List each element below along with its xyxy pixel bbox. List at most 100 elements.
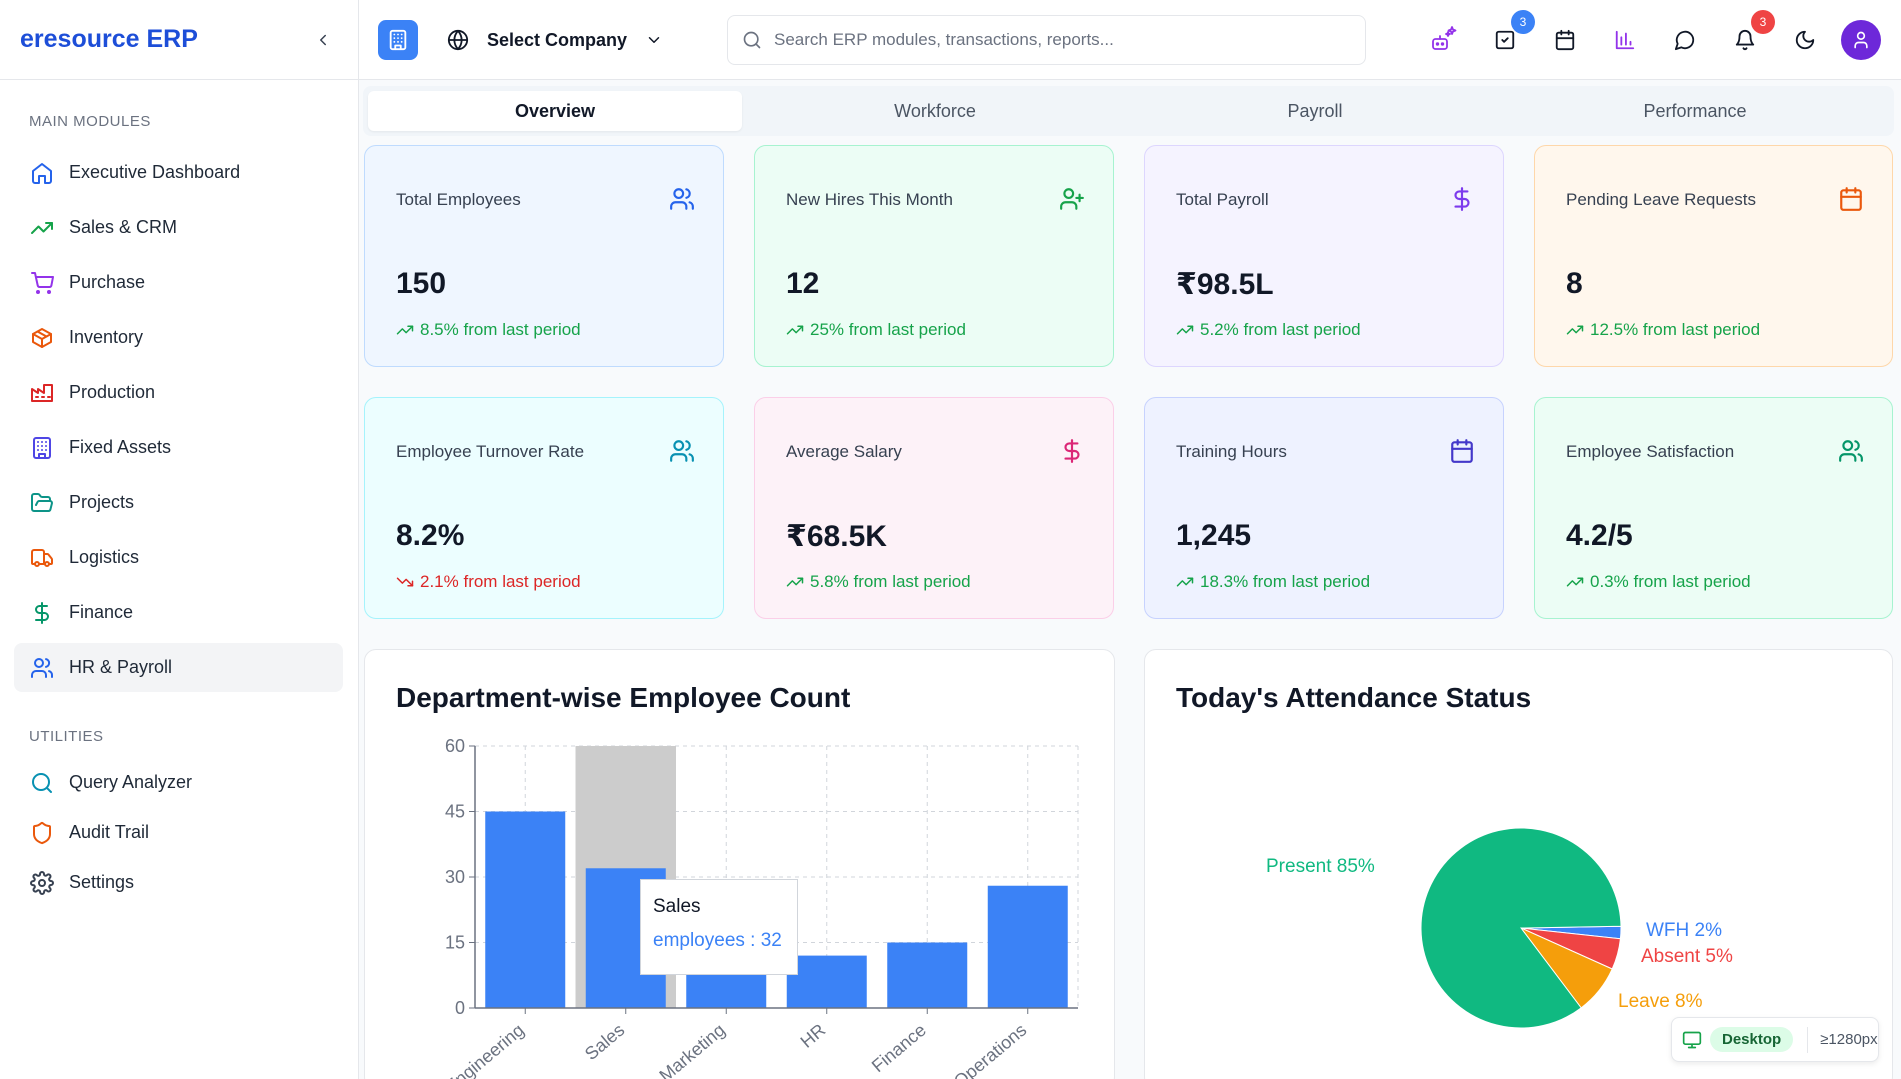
- company-logo[interactable]: [378, 20, 418, 60]
- calendar-icon: [1449, 438, 1475, 464]
- company-select[interactable]: Select Company: [447, 22, 663, 58]
- kpi-trend: 5.8% from last period: [786, 572, 971, 592]
- monitor-icon: [1682, 1031, 1702, 1048]
- sidebar-item-finance[interactable]: Finance: [14, 588, 343, 637]
- kpi-card-new-hires[interactable]: New Hires This Month 12 25% from last pe…: [754, 145, 1114, 367]
- sidebar-item-settings[interactable]: Settings: [14, 858, 343, 907]
- brand-logo[interactable]: eresource ERP: [20, 25, 198, 53]
- tasks-button[interactable]: 3: [1487, 10, 1535, 58]
- bar-finance[interactable]: [887, 942, 968, 1009]
- pie-slice-present[interactable]: [1420, 827, 1622, 1029]
- bar-operations[interactable]: [987, 885, 1068, 1008]
- kpi-title: New Hires This Month: [786, 190, 953, 209]
- globe-icon: [447, 29, 469, 51]
- x-tick-label: HR: [797, 1020, 830, 1052]
- user-icon: [1854, 31, 1868, 49]
- kpi-value: ₹98.5L: [1176, 268, 1274, 301]
- kpi-card-average-salary[interactable]: Average Salary ₹68.5K 5.8% from last per…: [754, 397, 1114, 619]
- sidebar-item-executive-dashboard[interactable]: Executive Dashboard: [14, 148, 343, 197]
- kpi-trend: 18.3% from last period: [1176, 572, 1370, 592]
- kpi-card-total-employees[interactable]: Total Employees 150 8.5% from last perio…: [364, 145, 724, 367]
- y-tick-label: 15: [445, 933, 465, 953]
- kpi-trend-text: 18.3% from last period: [1200, 572, 1371, 591]
- sidebar-item-inventory[interactable]: Inventory: [14, 313, 343, 362]
- sidebar-item-fixed-assets[interactable]: Fixed Assets: [14, 423, 343, 472]
- kpi-trend-text: 12.5% from last period: [1590, 320, 1761, 339]
- kpi-trend-text: 5.2% from last period: [1200, 320, 1361, 339]
- attendance-chart-panel: Today's Attendance Status Present 85% WFH…: [1144, 649, 1893, 1079]
- kpi-value: 8.2%: [396, 519, 465, 552]
- sidebar-item-label: Purchase: [69, 272, 146, 292]
- gear-icon: [29, 870, 55, 896]
- home-icon: [29, 160, 55, 186]
- sidebar-item-label: HR & Payroll: [69, 657, 173, 677]
- y-tick-label: 60: [445, 736, 465, 756]
- trending-up-icon: [1566, 325, 1584, 335]
- sidebar-item-label: Query Analyzer: [69, 772, 193, 792]
- building-icon: [389, 29, 407, 51]
- calendar-button[interactable]: [1547, 22, 1583, 58]
- pie-label-present: Present 85%: [1266, 856, 1375, 877]
- kpi-card-total-payroll[interactable]: Total Payroll ₹98.5L 5.2% from last peri…: [1144, 145, 1504, 367]
- trending-up-icon: [1176, 325, 1194, 335]
- ai-assistant-button[interactable]: [1426, 22, 1462, 58]
- tab-performance[interactable]: Performance: [1643, 100, 1747, 121]
- top-bar: Select Company 3 3: [359, 0, 1901, 80]
- kpi-card-pending-leave[interactable]: Pending Leave Requests 8 12.5% from last…: [1534, 145, 1893, 367]
- trending-up-icon: [396, 325, 414, 335]
- package-icon: [29, 325, 55, 351]
- bar-hr[interactable]: [786, 955, 867, 1008]
- folder-open-icon: [29, 490, 55, 516]
- tab-workforce[interactable]: Workforce: [894, 100, 976, 121]
- tab-overview[interactable]: Overview: [368, 91, 742, 131]
- users-icon: [669, 438, 695, 464]
- kpi-card-employee-satisfaction[interactable]: Employee Satisfaction 4.2/5 0.3% from la…: [1534, 397, 1893, 619]
- tab-payroll[interactable]: Payroll: [1287, 100, 1343, 121]
- kpi-trend-text: 25% from last period: [810, 320, 966, 339]
- kpi-trend: 0.3% from last period: [1566, 572, 1751, 592]
- building-icon: [29, 435, 55, 461]
- trending-down-icon: [396, 577, 414, 587]
- x-tick-label: Finance: [868, 1020, 930, 1076]
- tasks-badge: 3: [1511, 10, 1535, 34]
- search-input[interactable]: [774, 30, 1334, 50]
- kpi-trend: 25% from last period: [786, 320, 966, 340]
- sidebar-item-projects[interactable]: Projects: [14, 478, 343, 527]
- bar-engineering[interactable]: [485, 811, 566, 1009]
- notifications-button[interactable]: 3: [1727, 10, 1775, 58]
- trending-up-icon: [1176, 577, 1194, 587]
- messages-button[interactable]: [1667, 22, 1703, 58]
- message-circle-icon: [1674, 30, 1695, 51]
- sidebar-item-logistics[interactable]: Logistics: [14, 533, 343, 582]
- kpi-trend-text: 8.5% from last period: [420, 320, 581, 339]
- sidebar-item-production[interactable]: Production: [14, 368, 343, 417]
- kpi-card-turnover-rate[interactable]: Employee Turnover Rate 8.2% 2.1% from la…: [364, 397, 724, 619]
- sidebar-item-audit-trail[interactable]: Audit Trail: [14, 808, 343, 857]
- analytics-button[interactable]: [1607, 22, 1643, 58]
- kpi-trend: 2.1% from last period: [396, 572, 581, 592]
- kpi-value: 150: [396, 267, 447, 300]
- attendance-pie-chart: Present 85% WFH 2% Absent 5% Leave 8%: [1266, 827, 1733, 1029]
- user-avatar[interactable]: [1841, 20, 1881, 60]
- sparkle-bot-icon: [1432, 26, 1457, 50]
- kpi-trend: 8.5% from last period: [396, 320, 581, 340]
- kpi-title: Total Payroll: [1176, 190, 1269, 209]
- sidebar-item-label: Fixed Assets: [69, 437, 172, 457]
- sidebar-item-label: Audit Trail: [69, 822, 150, 842]
- pie-label-wfh: WFH 2%: [1646, 920, 1722, 941]
- theme-toggle-button[interactable]: [1787, 22, 1823, 58]
- sidebar-item-purchase[interactable]: Purchase: [14, 258, 343, 307]
- sidebar-item-label: Projects: [69, 492, 135, 512]
- y-tick-label: 45: [445, 802, 465, 822]
- attendance-chart-title: Today's Attendance Status: [1176, 682, 1532, 713]
- sidebar-item-sales-crm[interactable]: Sales & CRM: [14, 203, 343, 252]
- collapse-sidebar-button[interactable]: [308, 25, 338, 55]
- sidebar-item-label: Production: [69, 382, 156, 402]
- sidebar-item-label: Finance: [69, 602, 134, 622]
- kpi-card-training-hours[interactable]: Training Hours 1,245 18.3% from last per…: [1144, 397, 1504, 619]
- sidebar-item-hr-payroll[interactable]: HR & Payroll: [14, 643, 343, 692]
- calendar-icon: [1838, 186, 1864, 212]
- sidebar-header: eresource ERP: [0, 0, 358, 80]
- company-select-label: Select Company: [487, 29, 628, 50]
- sidebar-item-query-analyzer[interactable]: Query Analyzer: [14, 758, 343, 807]
